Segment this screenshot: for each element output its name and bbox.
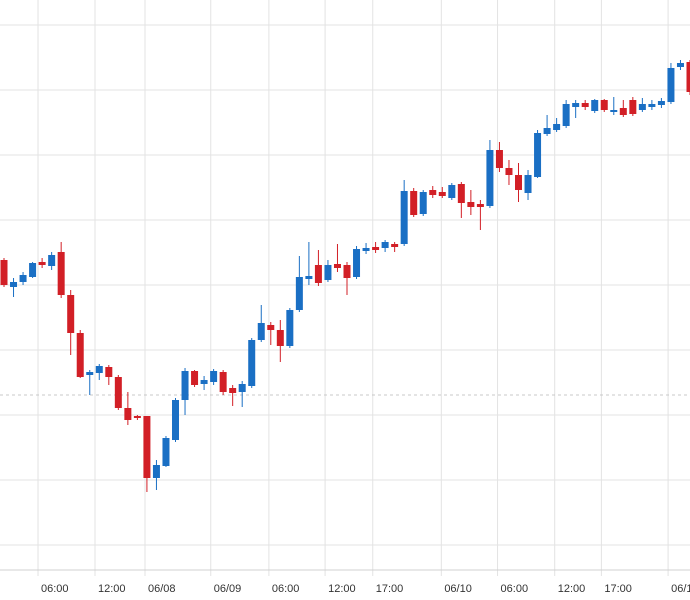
candle-body xyxy=(524,175,532,193)
candle-body xyxy=(457,184,465,203)
candle-body xyxy=(667,68,675,102)
candle-body xyxy=(467,202,475,207)
candle-body xyxy=(353,249,361,277)
candle-body xyxy=(419,192,427,214)
candle-body xyxy=(19,275,27,282)
candle-body xyxy=(629,100,637,114)
candle-body xyxy=(581,103,589,107)
x-tick-label: 06/08 xyxy=(148,583,176,595)
candle-body xyxy=(324,265,332,280)
candle-body xyxy=(191,371,199,385)
x-tick-label: 12:00 xyxy=(558,583,586,595)
candle-body xyxy=(124,408,132,420)
candle-body xyxy=(314,265,322,283)
candle-body xyxy=(505,168,513,175)
candle-body xyxy=(438,192,446,196)
candle-body xyxy=(133,416,141,418)
candle-body xyxy=(410,191,418,215)
candle-body xyxy=(476,204,484,207)
candle-body xyxy=(67,295,75,333)
candle-body xyxy=(152,465,160,478)
candle-body xyxy=(267,325,275,330)
candle-body xyxy=(10,282,18,287)
candle-body xyxy=(553,124,561,130)
candle-body xyxy=(648,104,656,107)
x-tick-label: 17:00 xyxy=(604,583,632,595)
candle-body xyxy=(248,340,256,386)
candle-body xyxy=(362,248,370,251)
candle-body xyxy=(343,265,351,278)
candle-body xyxy=(381,242,389,248)
x-tick-label: 06/1 xyxy=(671,583,690,595)
candle-body xyxy=(515,175,523,190)
candle-body xyxy=(638,104,646,110)
candle-body xyxy=(657,101,665,105)
candle-body xyxy=(162,438,170,466)
candle-body xyxy=(534,133,542,177)
candle-body xyxy=(257,323,265,340)
candle-body xyxy=(219,372,227,392)
candle-body xyxy=(48,255,56,266)
candle-body xyxy=(172,400,180,440)
x-tick-label: 06/10 xyxy=(444,583,472,595)
candle-body xyxy=(105,367,113,377)
candle-body xyxy=(181,371,189,400)
candle-body xyxy=(600,100,608,110)
candle-body xyxy=(562,104,570,126)
x-tick-label: 17:00 xyxy=(376,583,404,595)
candle-body xyxy=(29,263,37,277)
candle-body xyxy=(448,185,456,198)
candle-body xyxy=(200,380,208,384)
candle-body xyxy=(429,190,437,195)
candle-body xyxy=(591,100,599,111)
candle-body xyxy=(143,416,151,478)
candle-body xyxy=(486,150,494,206)
candle-body xyxy=(400,191,408,244)
candle-body xyxy=(210,371,218,382)
candle-body xyxy=(295,277,303,310)
candle-body xyxy=(86,372,94,375)
candle-body xyxy=(305,276,313,279)
candle-body xyxy=(95,366,103,373)
x-tick-label: 12:00 xyxy=(98,583,126,595)
candle-body xyxy=(286,310,294,346)
candle-body xyxy=(333,264,341,268)
candle-body xyxy=(57,252,65,295)
candle-body xyxy=(543,128,551,134)
candle-body xyxy=(76,333,84,377)
candle-body xyxy=(276,330,284,346)
x-tick-label: 06:00 xyxy=(41,583,69,595)
candle-body xyxy=(238,384,246,392)
x-tick-label: 06:00 xyxy=(501,583,529,595)
candle-body xyxy=(0,260,8,285)
candle-body xyxy=(572,103,580,107)
candle-body xyxy=(38,262,46,265)
candle-body xyxy=(610,110,618,112)
candle-body xyxy=(114,377,122,408)
candle-body xyxy=(495,150,503,168)
candle-body xyxy=(372,247,380,250)
x-tick-label: 06/09 xyxy=(214,583,242,595)
candle-body xyxy=(619,108,627,115)
x-tick-label: 12:00 xyxy=(328,583,356,595)
candle-body xyxy=(676,63,684,67)
candle-body xyxy=(391,244,399,247)
candle-body xyxy=(229,388,237,393)
candle-body xyxy=(686,62,690,92)
x-tick-label: 06:00 xyxy=(272,583,300,595)
